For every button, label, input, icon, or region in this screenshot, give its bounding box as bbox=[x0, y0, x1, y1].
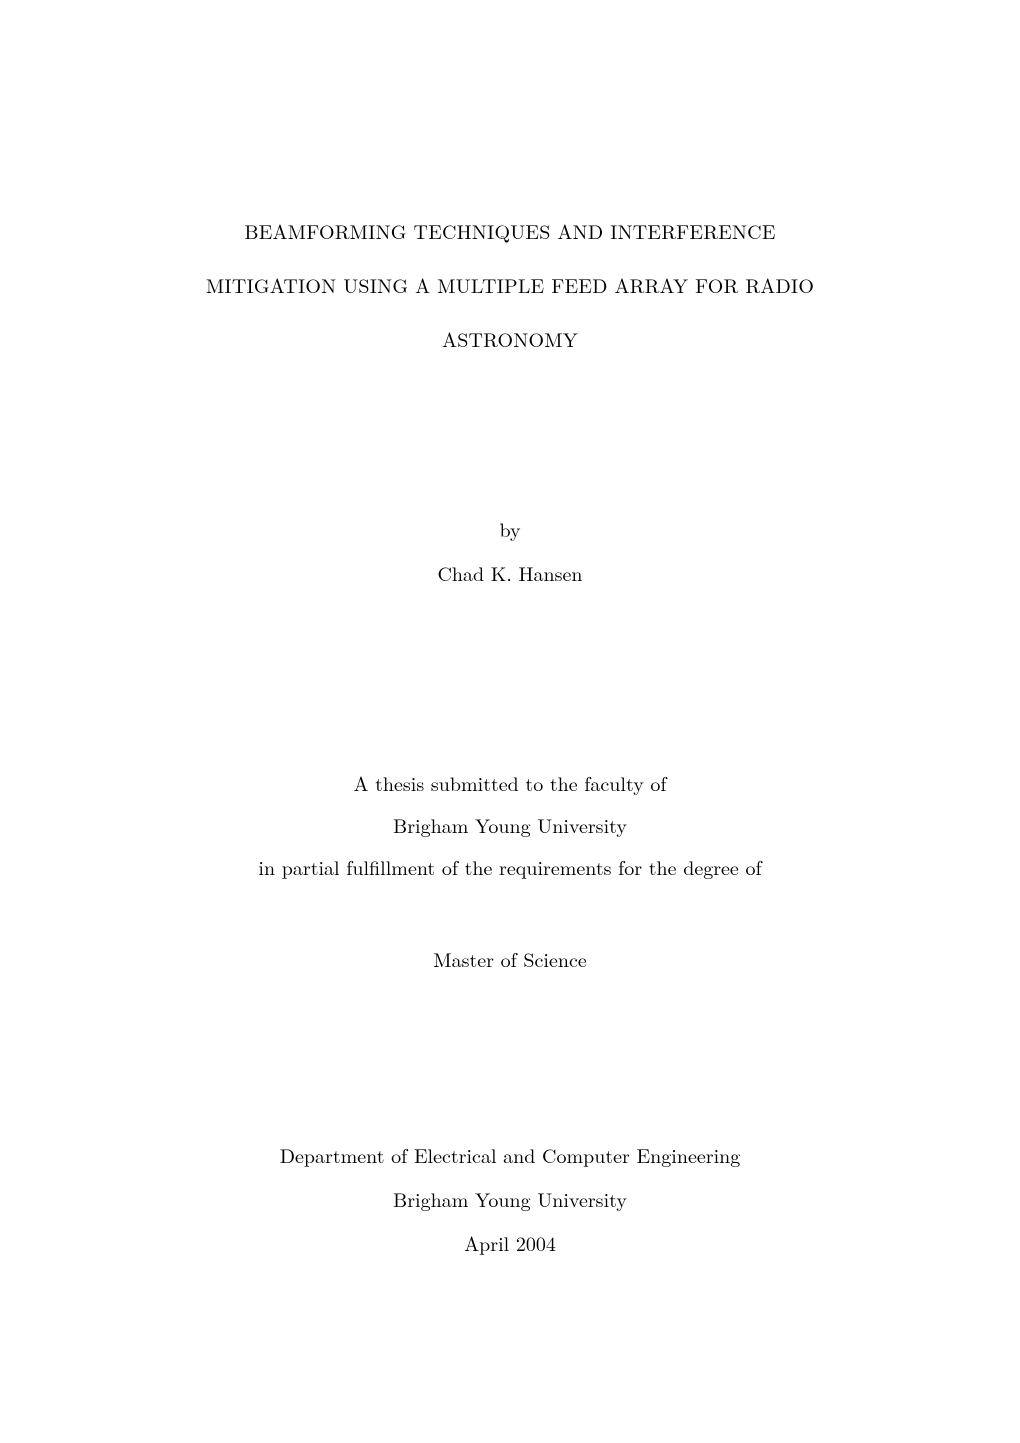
title-line-1: BEAMFORMING TECHNIQUES AND INTERFERENCE bbox=[145, 204, 875, 258]
submitted-block: A thesis submitted to the faculty of Bri… bbox=[258, 762, 761, 973]
title-line-2: MITIGATION USING A MULTIPLE FEED ARRAY F… bbox=[145, 258, 875, 312]
degree-name: Master of Science bbox=[258, 944, 761, 973]
title-line-3: ASTRONOMY bbox=[145, 312, 875, 366]
date-line: April 2004 bbox=[280, 1221, 741, 1265]
department-block: Department of Electrical and Computer En… bbox=[280, 1133, 741, 1265]
submitted-line-3: in partial fulfillment of the requiremen… bbox=[258, 846, 761, 888]
submitted-line-1: A thesis submitted to the faculty of bbox=[258, 762, 761, 804]
author-name: Chad K. Hansen bbox=[437, 554, 582, 592]
submitted-line-2: Brigham Young University bbox=[258, 804, 761, 846]
thesis-title-page: BEAMFORMING TECHNIQUES AND INTERFERENCE … bbox=[0, 0, 1020, 1443]
byline-block: by Chad K. Hansen bbox=[437, 510, 582, 592]
university-name: Brigham Young University bbox=[280, 1177, 741, 1221]
by-label: by bbox=[437, 510, 582, 548]
department-name: Department of Electrical and Computer En… bbox=[280, 1133, 741, 1177]
title-block: BEAMFORMING TECHNIQUES AND INTERFERENCE … bbox=[145, 204, 875, 366]
